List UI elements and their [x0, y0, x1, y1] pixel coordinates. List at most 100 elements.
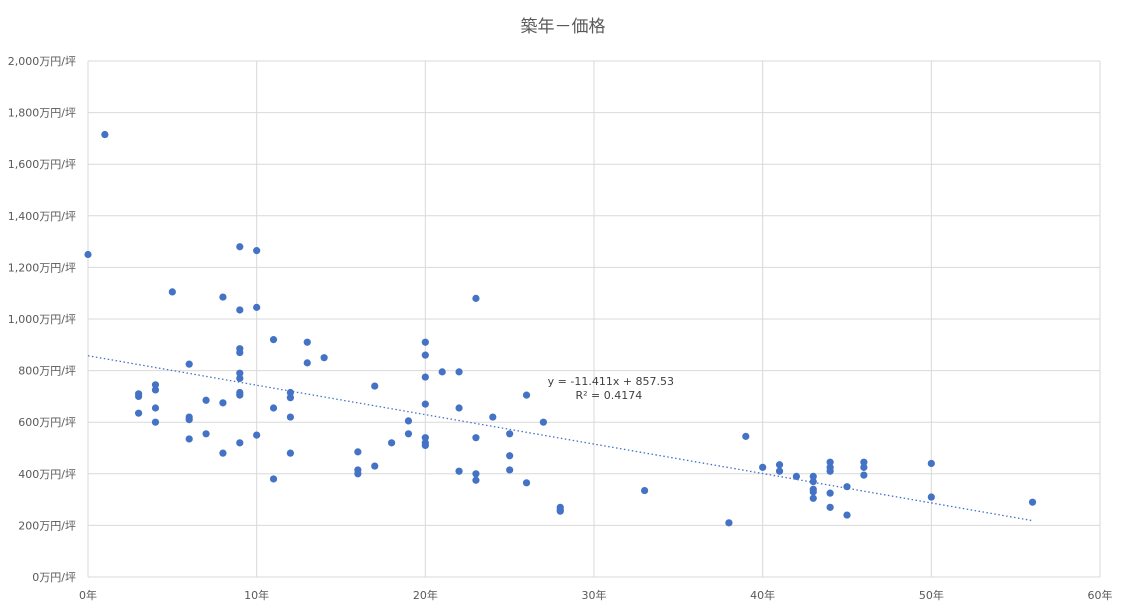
x-tick-label: 40年 — [750, 588, 775, 602]
data-point — [185, 360, 193, 368]
data-point — [826, 458, 834, 466]
data-point — [455, 467, 463, 475]
data-point — [236, 369, 244, 377]
x-tick-label: 50年 — [919, 588, 944, 602]
data-point — [927, 493, 935, 501]
trendline-r-squared: R² = 0.4174 — [575, 389, 642, 402]
data-point — [253, 247, 261, 255]
data-point — [151, 381, 160, 389]
data-point — [522, 391, 531, 399]
data-point — [303, 359, 311, 367]
data-point — [371, 382, 379, 390]
data-point — [455, 404, 463, 412]
y-tick-label: 1,200万円/坪 — [8, 261, 76, 274]
data-point — [826, 467, 834, 475]
data-point — [168, 288, 176, 296]
data-point — [219, 399, 227, 407]
chart-title: 築年－価格 — [521, 17, 606, 37]
y-axis-tick-labels: 0万円/坪 200万円/坪 400万円/坪 600万円/坪 800万円/坪 1,000万円… — [8, 55, 76, 584]
data-point — [253, 431, 261, 439]
data-point — [843, 511, 851, 519]
data-point — [489, 413, 497, 421]
data-point — [303, 338, 311, 346]
data-point — [1028, 498, 1037, 506]
data-point — [860, 458, 868, 466]
x-tick-label: 10年 — [244, 588, 269, 602]
data-point — [269, 475, 278, 483]
data-point — [539, 418, 548, 426]
data-point — [843, 483, 851, 491]
data-point — [775, 467, 784, 475]
data-point — [860, 463, 868, 471]
data-point — [286, 449, 294, 457]
data-point — [320, 354, 328, 362]
data-point — [388, 439, 396, 447]
data-point — [101, 130, 109, 139]
data-point — [236, 306, 244, 314]
data-point — [472, 434, 480, 442]
data-point — [269, 336, 278, 344]
data-point — [269, 404, 278, 412]
y-tick-label: 1,800万円/坪 — [8, 107, 76, 120]
data-point — [472, 294, 480, 302]
data-points — [84, 130, 1037, 527]
data-point — [472, 476, 480, 484]
data-point — [826, 489, 834, 497]
data-point — [438, 368, 446, 376]
data-point — [421, 338, 429, 346]
data-point — [421, 351, 429, 359]
y-tick-label: 2,000万円/坪 — [8, 55, 76, 68]
data-point — [84, 250, 92, 259]
data-point — [135, 392, 143, 400]
data-point — [455, 368, 463, 376]
data-point — [641, 486, 649, 495]
data-point — [354, 448, 362, 456]
data-point — [202, 430, 210, 438]
data-point — [151, 418, 160, 426]
data-point — [404, 417, 413, 425]
y-tick-label: 1,400万円/坪 — [8, 210, 76, 223]
data-point — [506, 452, 514, 460]
y-tick-label: 1,000万円/坪 — [8, 313, 76, 326]
y-tick-label: 1,600万円/坪 — [8, 158, 76, 171]
data-point — [809, 488, 817, 496]
x-tick-label: 20年 — [413, 588, 438, 602]
x-tick-label: 60年 — [1088, 588, 1113, 602]
y-tick-label: 200万円/坪 — [18, 519, 76, 532]
data-point — [236, 439, 244, 447]
data-point — [421, 373, 429, 381]
y-tick-label: 0万円/坪 — [32, 571, 76, 584]
data-point — [286, 413, 294, 421]
x-axis-tick-labels: 0年 10年 20年 30年 40年 50年 60年 — [79, 588, 1113, 602]
data-point — [809, 472, 817, 480]
data-point — [742, 432, 750, 440]
data-point — [286, 394, 294, 402]
data-point — [860, 471, 868, 479]
data-point — [472, 470, 480, 478]
data-point — [135, 409, 143, 417]
gridlines — [87, 60, 1101, 578]
data-point — [219, 449, 227, 457]
data-point — [371, 462, 379, 470]
x-tick-label: 0年 — [79, 588, 97, 602]
data-point — [556, 507, 564, 515]
data-point — [809, 477, 817, 486]
y-tick-label: 800万円/坪 — [18, 365, 76, 378]
data-point — [421, 434, 429, 442]
data-point — [286, 388, 294, 397]
x-tick-label: 30年 — [582, 588, 607, 602]
data-point — [236, 374, 244, 382]
data-point — [506, 430, 514, 438]
data-point — [759, 463, 767, 471]
data-point — [151, 386, 160, 394]
data-point — [202, 396, 210, 404]
y-tick-label: 400万円/坪 — [18, 468, 76, 481]
data-point — [421, 441, 429, 450]
data-point — [151, 404, 160, 412]
data-point — [775, 461, 784, 469]
data-point — [185, 416, 193, 424]
data-point — [253, 303, 261, 311]
data-point — [506, 466, 514, 474]
data-point — [522, 479, 531, 487]
